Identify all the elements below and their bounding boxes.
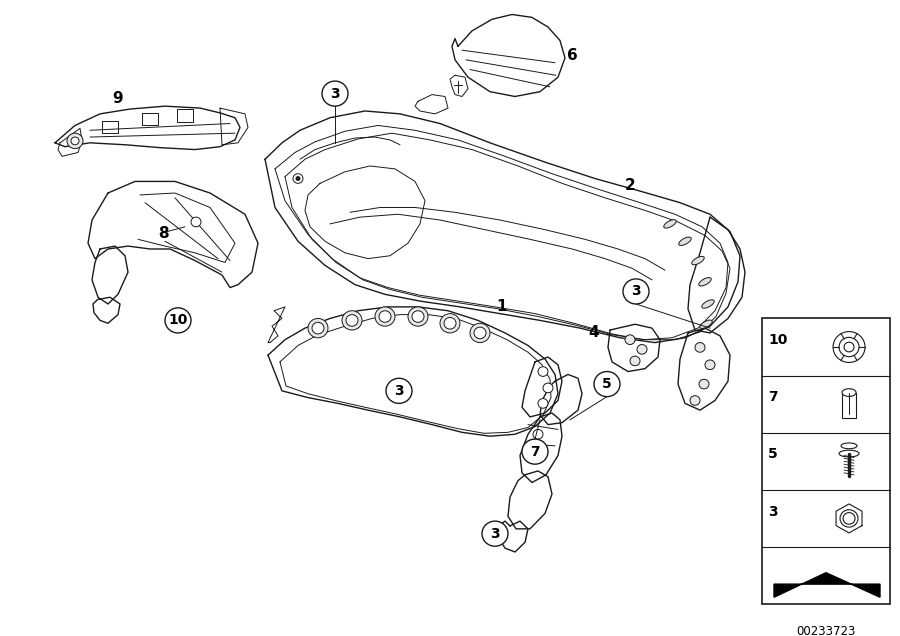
- Text: 3: 3: [491, 527, 500, 541]
- Circle shape: [482, 521, 508, 546]
- Circle shape: [296, 177, 300, 181]
- Ellipse shape: [702, 300, 715, 308]
- Circle shape: [322, 81, 348, 106]
- Polygon shape: [688, 217, 745, 333]
- Bar: [762, 319, 890, 604]
- Circle shape: [843, 513, 855, 524]
- Circle shape: [630, 356, 640, 366]
- Text: 10: 10: [168, 314, 188, 328]
- Text: 9: 9: [112, 91, 123, 106]
- Text: 1: 1: [497, 300, 508, 314]
- Text: 3: 3: [330, 86, 340, 100]
- Text: 8: 8: [158, 226, 168, 241]
- Circle shape: [839, 337, 859, 357]
- Circle shape: [440, 314, 460, 333]
- Polygon shape: [268, 307, 558, 436]
- Circle shape: [533, 429, 543, 439]
- Text: 7: 7: [530, 445, 540, 459]
- Circle shape: [379, 311, 391, 322]
- Text: 10: 10: [768, 333, 788, 347]
- Text: 7: 7: [768, 391, 778, 404]
- Circle shape: [538, 399, 548, 408]
- Circle shape: [623, 279, 649, 304]
- Circle shape: [165, 308, 191, 333]
- Circle shape: [695, 343, 705, 352]
- Polygon shape: [92, 246, 128, 304]
- Circle shape: [690, 396, 700, 405]
- Ellipse shape: [679, 237, 691, 245]
- Circle shape: [833, 331, 865, 363]
- Polygon shape: [540, 375, 582, 425]
- Circle shape: [522, 439, 548, 464]
- Circle shape: [637, 345, 647, 354]
- Circle shape: [844, 342, 854, 352]
- Circle shape: [543, 383, 553, 393]
- Text: 3: 3: [631, 284, 641, 298]
- Polygon shape: [608, 324, 660, 371]
- Polygon shape: [774, 572, 880, 597]
- Circle shape: [408, 307, 428, 326]
- Circle shape: [308, 319, 328, 338]
- Polygon shape: [450, 75, 468, 97]
- Circle shape: [375, 307, 395, 326]
- Ellipse shape: [841, 443, 857, 449]
- Polygon shape: [678, 328, 730, 410]
- Circle shape: [470, 323, 490, 343]
- Polygon shape: [93, 297, 120, 323]
- Circle shape: [474, 327, 486, 339]
- Text: 00233723: 00233723: [796, 625, 856, 636]
- Circle shape: [386, 378, 412, 403]
- Polygon shape: [508, 471, 552, 529]
- Ellipse shape: [692, 256, 704, 265]
- Polygon shape: [55, 106, 240, 149]
- Text: 5: 5: [602, 377, 612, 391]
- Polygon shape: [268, 307, 285, 343]
- Polygon shape: [88, 181, 258, 287]
- Polygon shape: [452, 15, 565, 97]
- Polygon shape: [520, 413, 562, 483]
- Circle shape: [538, 367, 548, 377]
- Circle shape: [840, 509, 858, 527]
- Circle shape: [67, 133, 83, 149]
- Text: 3: 3: [768, 504, 778, 518]
- Ellipse shape: [698, 277, 711, 286]
- Text: 3: 3: [394, 384, 404, 398]
- Polygon shape: [522, 357, 562, 417]
- Text: 2: 2: [625, 178, 635, 193]
- Ellipse shape: [842, 389, 856, 396]
- Polygon shape: [220, 108, 248, 145]
- Circle shape: [699, 379, 709, 389]
- Circle shape: [412, 311, 424, 322]
- Bar: [842, 392, 856, 418]
- Circle shape: [444, 317, 456, 329]
- Circle shape: [342, 311, 362, 330]
- Text: 5: 5: [768, 448, 778, 462]
- Circle shape: [594, 371, 620, 397]
- Circle shape: [705, 360, 715, 370]
- Ellipse shape: [700, 320, 712, 328]
- Text: 6: 6: [567, 48, 578, 64]
- Polygon shape: [498, 521, 528, 552]
- Circle shape: [346, 315, 358, 326]
- Circle shape: [293, 174, 303, 183]
- Polygon shape: [836, 504, 862, 533]
- Circle shape: [71, 137, 79, 145]
- Circle shape: [191, 217, 201, 227]
- Polygon shape: [58, 128, 82, 156]
- Ellipse shape: [664, 219, 676, 228]
- Polygon shape: [265, 111, 740, 343]
- Text: 4: 4: [589, 326, 599, 340]
- Circle shape: [625, 335, 635, 345]
- Ellipse shape: [839, 450, 859, 457]
- Polygon shape: [415, 95, 448, 114]
- Circle shape: [312, 322, 324, 334]
